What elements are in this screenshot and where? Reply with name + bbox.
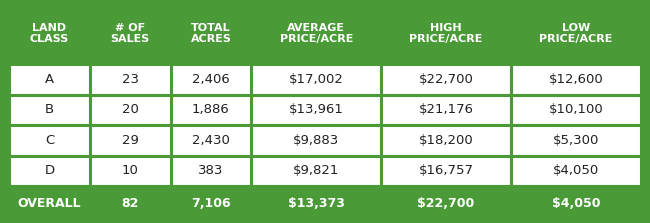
Text: $17,002: $17,002 (289, 73, 344, 86)
Text: C: C (45, 134, 54, 147)
Bar (252, 3, 381, 64)
Text: 23: 23 (122, 73, 138, 86)
Text: $9,821: $9,821 (293, 164, 339, 178)
Text: 383: 383 (198, 164, 224, 178)
Bar (252, 95, 381, 125)
Bar (170, 95, 252, 125)
Text: 2,430: 2,430 (192, 134, 230, 147)
Text: D: D (44, 164, 55, 178)
Bar (511, 95, 641, 125)
Bar (9, 3, 90, 64)
Bar (381, 156, 511, 186)
Text: AVERAGE
PRICE/ACRE: AVERAGE PRICE/ACRE (280, 23, 353, 44)
Bar (170, 186, 252, 220)
Text: $4,050: $4,050 (553, 164, 599, 178)
Text: $12,600: $12,600 (549, 73, 603, 86)
Text: 10: 10 (122, 164, 138, 178)
Bar (90, 64, 170, 95)
Text: HIGH
PRICE/ACRE: HIGH PRICE/ACRE (410, 23, 483, 44)
Bar (170, 64, 252, 95)
Bar (170, 156, 252, 186)
Bar (381, 125, 511, 156)
Bar (90, 3, 170, 64)
Bar (511, 64, 641, 95)
Bar (9, 125, 90, 156)
Text: LOW
PRICE/ACRE: LOW PRICE/ACRE (540, 23, 613, 44)
Text: TOTAL
ACRES: TOTAL ACRES (190, 23, 231, 44)
Bar (381, 186, 511, 220)
Text: $22,700: $22,700 (419, 73, 474, 86)
Bar (9, 186, 90, 220)
Text: LAND
CLASS: LAND CLASS (30, 23, 69, 44)
Bar (90, 95, 170, 125)
Bar (511, 186, 641, 220)
Text: $21,176: $21,176 (419, 103, 474, 116)
Bar (9, 95, 90, 125)
Bar (90, 156, 170, 186)
Bar (170, 3, 252, 64)
Text: $10,100: $10,100 (549, 103, 603, 116)
Bar (90, 125, 170, 156)
Text: B: B (45, 103, 54, 116)
Text: $18,200: $18,200 (419, 134, 473, 147)
Text: 1,886: 1,886 (192, 103, 230, 116)
Bar (252, 186, 381, 220)
Bar (511, 3, 641, 64)
Text: 82: 82 (122, 196, 139, 210)
Text: 7,106: 7,106 (191, 196, 231, 210)
Bar (511, 156, 641, 186)
Bar (381, 64, 511, 95)
Text: $4,050: $4,050 (552, 196, 600, 210)
Text: # OF
SALES: # OF SALES (111, 23, 150, 44)
Bar (90, 186, 170, 220)
Text: $13,961: $13,961 (289, 103, 344, 116)
Bar (252, 125, 381, 156)
Bar (9, 156, 90, 186)
Text: $5,300: $5,300 (552, 134, 599, 147)
Text: 20: 20 (122, 103, 138, 116)
Text: 2,406: 2,406 (192, 73, 230, 86)
Text: 29: 29 (122, 134, 138, 147)
Bar (511, 125, 641, 156)
Text: $22,700: $22,700 (417, 196, 474, 210)
Text: $16,757: $16,757 (419, 164, 474, 178)
Text: A: A (45, 73, 54, 86)
Bar (381, 3, 511, 64)
Bar (9, 64, 90, 95)
Bar (252, 156, 381, 186)
Bar (381, 95, 511, 125)
Bar (252, 64, 381, 95)
Text: $9,883: $9,883 (293, 134, 339, 147)
Text: $13,373: $13,373 (288, 196, 344, 210)
Bar (170, 125, 252, 156)
Text: OVERALL: OVERALL (18, 196, 81, 210)
